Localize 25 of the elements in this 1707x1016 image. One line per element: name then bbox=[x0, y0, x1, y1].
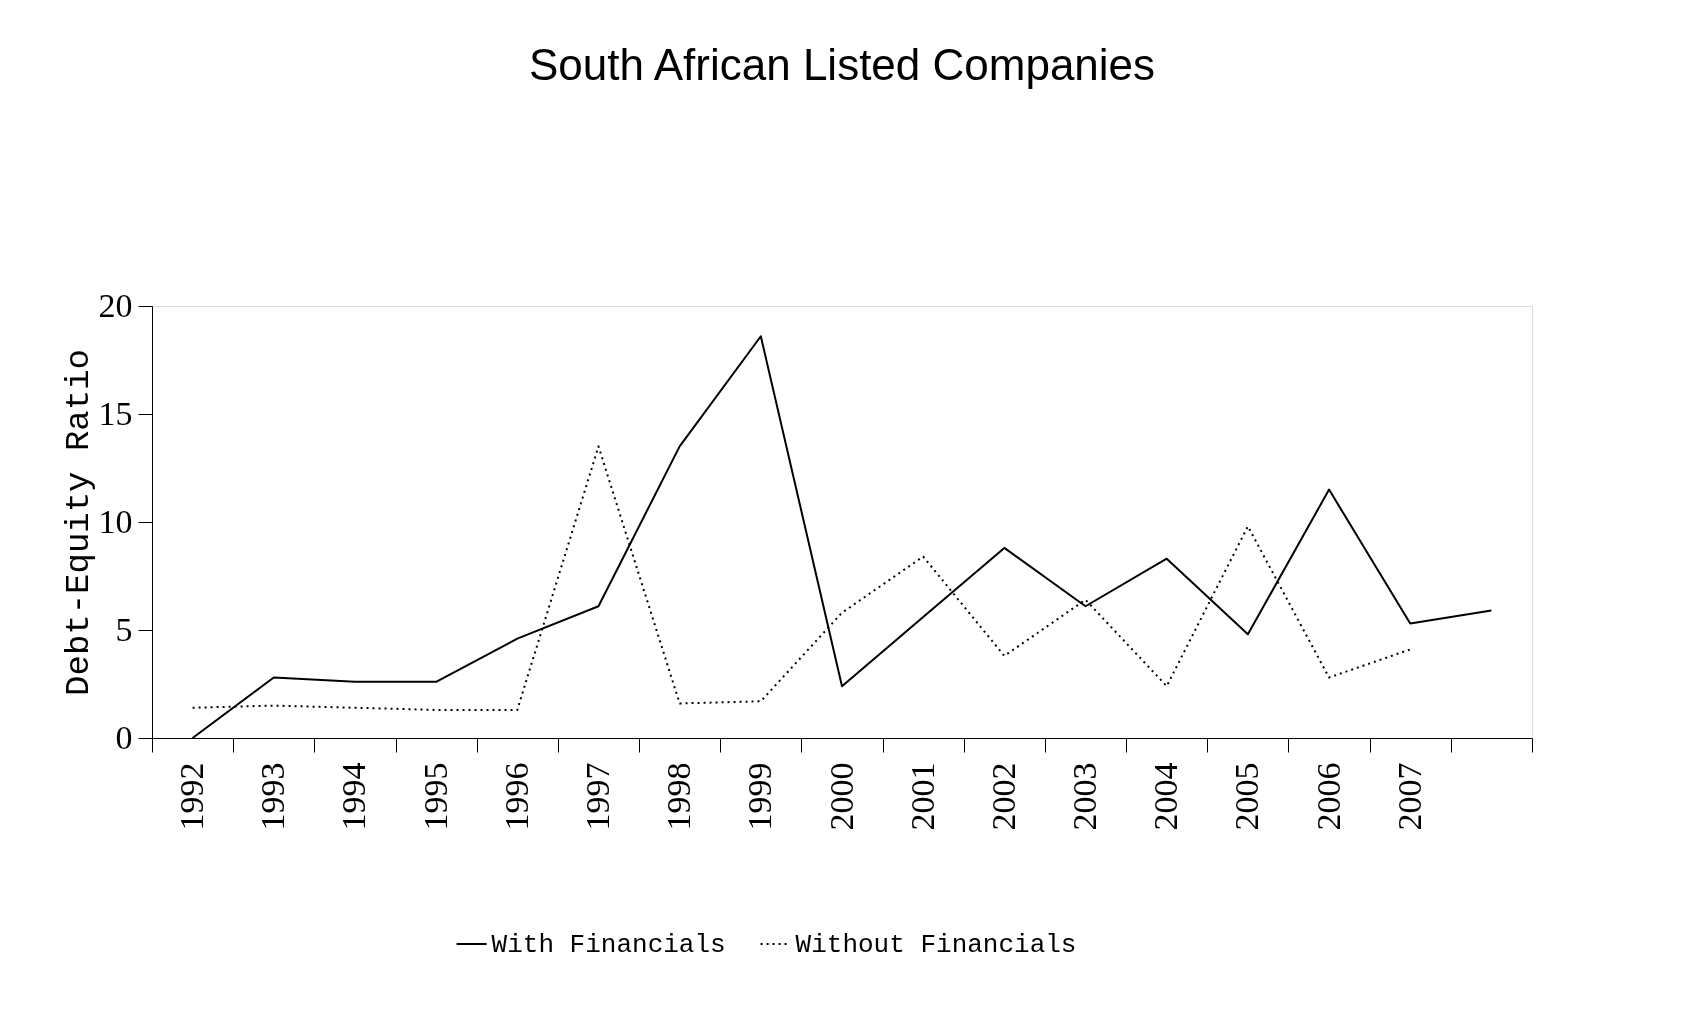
x-tick-label: 1998 bbox=[660, 762, 698, 831]
x-tick-label: 1994 bbox=[335, 762, 373, 831]
y-tick-label: 15 bbox=[98, 394, 133, 432]
y-tick-label: 20 bbox=[98, 286, 133, 324]
x-tick-label: 1997 bbox=[578, 762, 616, 831]
y-tick-label: 10 bbox=[98, 502, 133, 540]
x-tick-label: 2007 bbox=[1390, 762, 1428, 831]
x-tick-label: 2006 bbox=[1309, 762, 1347, 831]
x-tick-label: 1996 bbox=[497, 762, 535, 831]
x-tick-label: 1995 bbox=[416, 762, 454, 831]
x-tick-label: 1993 bbox=[254, 762, 292, 831]
legend-label: Without Financials bbox=[795, 930, 1077, 960]
x-tick-label: 1992 bbox=[173, 762, 211, 831]
chart-title: South African Listed Companies bbox=[528, 40, 1156, 89]
x-tick-label: 2004 bbox=[1147, 762, 1185, 831]
y-tick-label: 0 bbox=[115, 718, 133, 756]
legend-label: With Financials bbox=[491, 930, 726, 960]
x-tick-label: 1999 bbox=[741, 762, 779, 831]
y-tick-label: 5 bbox=[115, 610, 133, 648]
x-tick-label: 2001 bbox=[903, 762, 941, 831]
x-tick-label: 2003 bbox=[1066, 762, 1104, 831]
y-axis-title: Debt-Equity Ratio bbox=[59, 349, 98, 696]
x-tick-label: 2000 bbox=[822, 762, 860, 831]
x-tick-label: 2002 bbox=[984, 762, 1022, 831]
x-tick-label: 2005 bbox=[1228, 762, 1266, 831]
